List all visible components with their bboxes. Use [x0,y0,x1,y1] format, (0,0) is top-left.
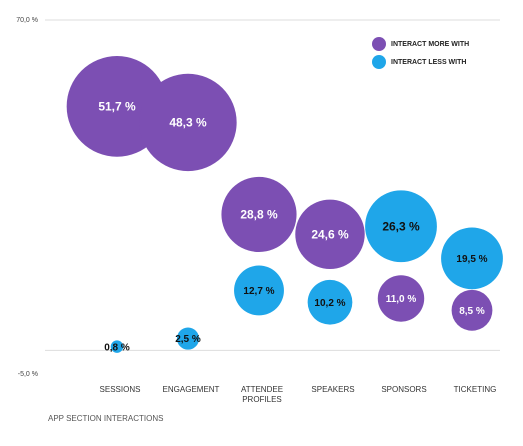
x-tick-label: ENGAGEMENT [162,385,220,394]
bubble [234,265,284,316]
x-tick-label: SPONSORS [381,385,427,394]
y-tick-label: -5,0 % [18,371,38,378]
x-tick-label: TICKETING [453,385,497,394]
bubble [441,227,503,290]
x-axis-label: APP SECTION INTERACTIONS [48,414,164,423]
data-label: 51,7 % [98,100,136,114]
y-tick-label: 70,0 % [16,17,38,24]
data-label: 24,6 % [311,227,349,241]
bubble [221,176,297,253]
data-label: 12,7 % [243,286,274,297]
data-label: 0,8 % [104,342,130,353]
bubble [365,190,437,263]
bubble [307,279,353,325]
data-label: 28,8 % [240,208,278,222]
data-label: 8,5 % [459,306,485,317]
bubble [451,289,493,331]
data-label: 48,3 % [169,116,207,130]
x-tick-label: SPEAKERS [311,385,355,394]
bubble [176,327,200,350]
legend-label: INTERACT MORE WITH [391,41,469,48]
bubble [295,199,365,270]
x-tick-label: ATTENDEE PROFILES [240,385,284,404]
data-label: 10,2 % [314,298,345,309]
data-label: 19,5 % [456,254,487,265]
bubble [139,73,237,172]
legend-marker [372,37,386,51]
data-label: 11,0 % [386,294,417,305]
legend-label: INTERACT LESS WITH [391,59,466,66]
data-label: 26,3 % [382,219,420,233]
legend-marker [372,55,386,69]
bubble [110,340,124,353]
x-tick-label: SESSIONS [99,385,141,394]
bubble [377,275,425,322]
data-label: 2,5 % [175,334,201,345]
